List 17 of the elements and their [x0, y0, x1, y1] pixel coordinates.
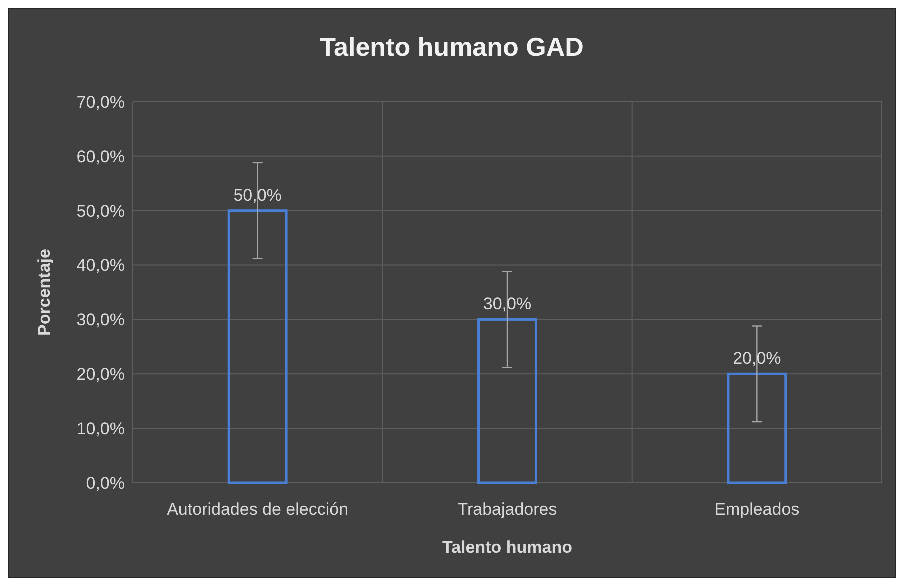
bar [727, 372, 788, 484]
y-tick-label: 10,0% [76, 420, 125, 439]
y-tick-label: 40,0% [76, 256, 125, 276]
y-tick-label: 30,0% [76, 310, 125, 330]
x-tick-label: Trabajadores [458, 500, 558, 519]
y-tick-label: 0,0% [86, 474, 125, 493]
bar [228, 210, 288, 484]
bar [478, 318, 538, 484]
x-tick-label: Empleados [714, 500, 800, 519]
x-axis-title: Talento humano [442, 538, 573, 557]
y-tick-label: 50,0% [76, 202, 125, 221]
chart-title: Talento humano GAD [320, 32, 584, 62]
y-tick-label: 20,0% [76, 365, 125, 384]
y-tick-label: 70,0% [76, 92, 125, 112]
y-axis-title: Porcentaje [35, 249, 54, 336]
x-tick-label: Autoridades de elección [167, 500, 349, 519]
y-tick-label: 60,0% [76, 147, 125, 166]
